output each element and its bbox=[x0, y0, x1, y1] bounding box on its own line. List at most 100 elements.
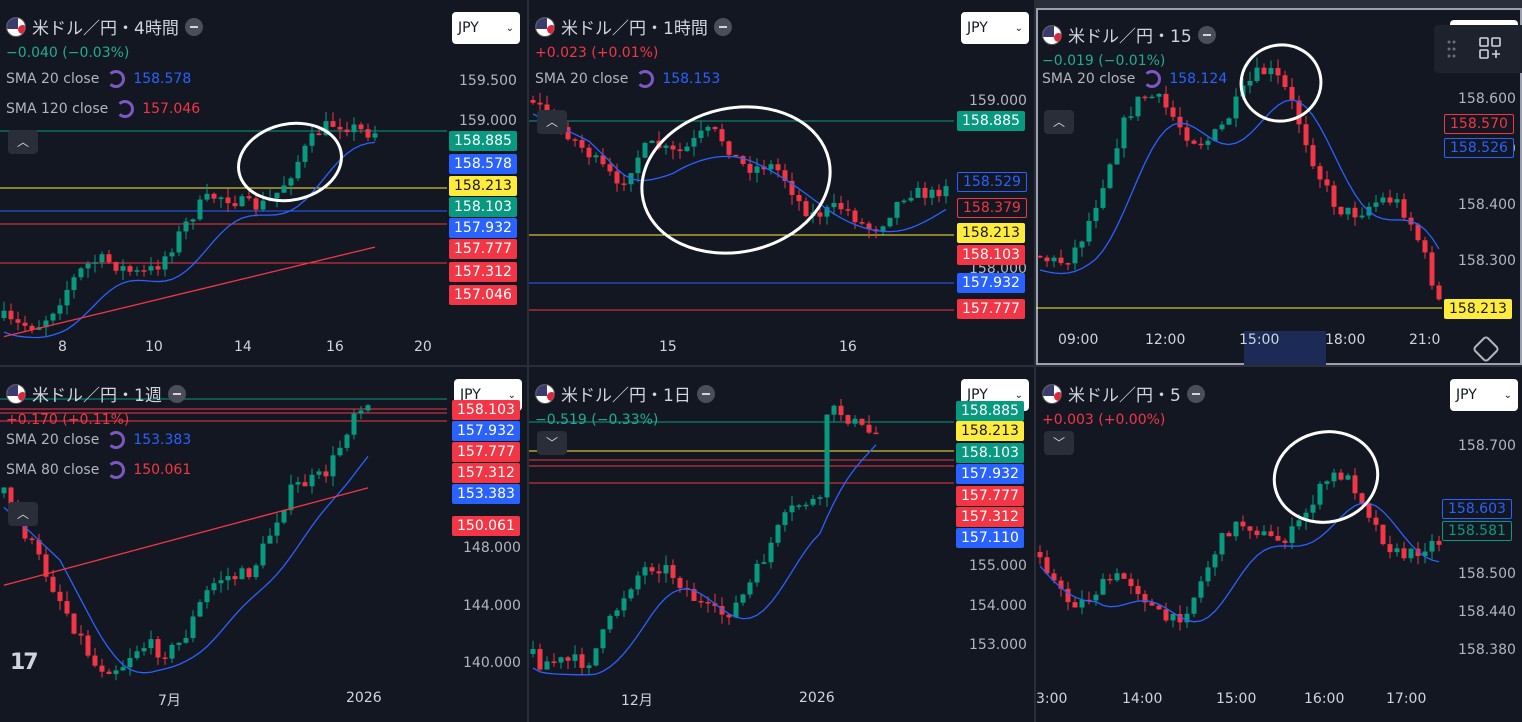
refresh-icon[interactable] bbox=[636, 70, 655, 88]
hand-drawn-circle[interactable] bbox=[628, 90, 844, 270]
chart-canvas[interactable] bbox=[1036, 367, 1522, 722]
candle-body bbox=[565, 657, 571, 661]
currency-select[interactable]: JPY ⌄ bbox=[1450, 379, 1518, 411]
candle-body bbox=[1128, 116, 1134, 118]
candle-body bbox=[239, 196, 245, 207]
chart-pane-1w[interactable]: 米ドル／円・1週 +0.170 (+0.11%) SMA 20 close 153.3… bbox=[0, 367, 527, 722]
refresh-icon[interactable] bbox=[107, 461, 126, 479]
hide-legend-icon[interactable] bbox=[1186, 384, 1205, 403]
hide-legend-icon[interactable] bbox=[184, 17, 203, 36]
indicator-legend[interactable]: SMA 20 close 158.578 bbox=[6, 70, 191, 88]
candle-body bbox=[1135, 585, 1141, 595]
candle-body bbox=[845, 415, 851, 424]
symbol-title[interactable]: 米ドル／円・15 bbox=[1042, 22, 1216, 47]
candle-body bbox=[1184, 613, 1190, 623]
chart-canvas[interactable] bbox=[0, 367, 527, 722]
candle-body bbox=[211, 583, 217, 591]
candle-body bbox=[162, 256, 168, 270]
price-tag: 157.312 bbox=[452, 463, 520, 483]
tradingview-logo[interactable]: 17 bbox=[10, 650, 39, 675]
collapse-legend-button[interactable]: ︿ bbox=[537, 110, 567, 134]
collapse-legend-button[interactable]: ︿ bbox=[8, 502, 38, 526]
candle-body bbox=[316, 133, 322, 136]
hide-legend-icon[interactable] bbox=[713, 17, 732, 36]
chart-canvas[interactable] bbox=[1036, 8, 1522, 365]
candle-body bbox=[22, 518, 28, 539]
candle-body bbox=[8, 310, 14, 320]
candle-body bbox=[239, 568, 245, 580]
candle-body bbox=[57, 305, 63, 314]
expand-legend-button[interactable]: ﹀ bbox=[1044, 431, 1074, 455]
chart-pane-5m[interactable]: 米ドル／円・5 +0.003 (+0.00%) ﹀ JPY ⌄ 158.700 158.50… bbox=[1036, 367, 1522, 722]
candle-body bbox=[1128, 578, 1134, 586]
refresh-icon[interactable] bbox=[116, 100, 135, 118]
candle-body bbox=[1149, 96, 1155, 99]
candle-body bbox=[1135, 96, 1141, 117]
hide-legend-icon[interactable] bbox=[696, 384, 715, 403]
symbol-title-text: 米ドル／円・4時間 bbox=[32, 19, 179, 39]
candle-body bbox=[817, 497, 823, 499]
indicator-legend[interactable]: SMA 20 close 153.383 bbox=[6, 431, 191, 449]
indicator-legend[interactable]: SMA 20 close 158.153 bbox=[535, 70, 720, 88]
refresh-icon[interactable] bbox=[107, 70, 126, 88]
chart-canvas[interactable] bbox=[529, 367, 1034, 722]
sma-red-line[interactable] bbox=[3, 246, 376, 338]
sma-blue-line[interactable] bbox=[532, 444, 877, 676]
candle-body bbox=[1051, 573, 1057, 581]
symbol-title[interactable]: 米ドル／円・4時間 bbox=[6, 14, 203, 39]
candle-body bbox=[775, 164, 781, 171]
candle-body bbox=[649, 567, 655, 572]
sma-red-line[interactable] bbox=[3, 487, 369, 586]
collapse-legend-button[interactable]: ︿ bbox=[8, 130, 38, 154]
candle-body bbox=[127, 266, 133, 272]
collapse-legend-button[interactable]: ︿ bbox=[1044, 110, 1074, 134]
price-axis-label: 154.000 bbox=[969, 598, 1027, 614]
symbol-title[interactable]: 米ドル／円・1週 bbox=[6, 381, 186, 406]
chart-canvas[interactable] bbox=[529, 0, 1034, 365]
sma-blue-line[interactable] bbox=[1039, 99, 1440, 275]
chart-pane-1d[interactable]: 米ドル／円・1日 −0.519 (−0.33%) ﹀ JPY ⌄ 155.000 154.0… bbox=[529, 367, 1034, 722]
candle-body bbox=[260, 200, 266, 210]
chart-canvas[interactable] bbox=[0, 0, 527, 365]
chart-pane-1h[interactable]: 米ドル／円・1時間 +0.023 (+0.01%) SMA 20 close 158.… bbox=[529, 0, 1034, 365]
candle-body bbox=[22, 322, 28, 326]
symbol-title[interactable]: 米ドル／円・5 bbox=[1042, 381, 1205, 406]
candle-body bbox=[344, 434, 350, 448]
candle-body bbox=[852, 210, 858, 223]
symbol-title[interactable]: 米ドル／円・1時間 bbox=[535, 14, 732, 39]
candle-body bbox=[593, 648, 599, 666]
candle-body bbox=[358, 410, 364, 414]
indicator-legend[interactable]: SMA 20 close 158.124 bbox=[1042, 70, 1227, 88]
layout-button[interactable] bbox=[1434, 25, 1522, 73]
hand-drawn-circle[interactable] bbox=[1266, 422, 1386, 532]
candle-body bbox=[295, 482, 301, 485]
chart-pane-4h[interactable]: 米ドル／円・4時間 −0.040 (−0.03%) SMA 20 close 158.… bbox=[0, 0, 527, 365]
indicator-legend[interactable]: SMA 80 close 150.061 bbox=[6, 461, 191, 479]
sma-blue-line[interactable] bbox=[1039, 502, 1440, 623]
hand-drawn-circle[interactable] bbox=[231, 114, 349, 210]
candle-body bbox=[1352, 475, 1358, 494]
refresh-icon[interactable] bbox=[107, 431, 126, 449]
indicator-legend[interactable]: SMA 120 close 157.046 bbox=[6, 100, 200, 118]
symbol-title[interactable]: 米ドル／円・1日 bbox=[535, 381, 715, 406]
hide-legend-icon[interactable] bbox=[1197, 25, 1216, 44]
currency-select[interactable]: JPY ⌄ bbox=[961, 12, 1029, 44]
candle-body bbox=[253, 565, 259, 578]
price-tag: 157.777 bbox=[449, 239, 517, 259]
candle-body bbox=[1058, 580, 1064, 589]
time-axis-label: 16 bbox=[839, 339, 857, 355]
candle-body bbox=[1219, 533, 1225, 555]
candle-body bbox=[1037, 552, 1043, 558]
sma-blue-line[interactable] bbox=[532, 113, 947, 233]
sma-blue-line[interactable] bbox=[3, 141, 376, 339]
hide-legend-icon[interactable] bbox=[167, 384, 186, 403]
candle-body bbox=[586, 665, 592, 668]
currency-select[interactable]: JPY ⌄ bbox=[452, 12, 520, 44]
refresh-icon[interactable] bbox=[1143, 70, 1162, 88]
candle-body bbox=[831, 405, 837, 415]
candle-body bbox=[1170, 107, 1176, 117]
hand-drawn-circle[interactable] bbox=[1234, 38, 1328, 129]
candle-body bbox=[838, 405, 844, 416]
expand-legend-button[interactable]: ﹀ bbox=[537, 431, 567, 455]
price-tag: 158.103 bbox=[957, 245, 1025, 265]
